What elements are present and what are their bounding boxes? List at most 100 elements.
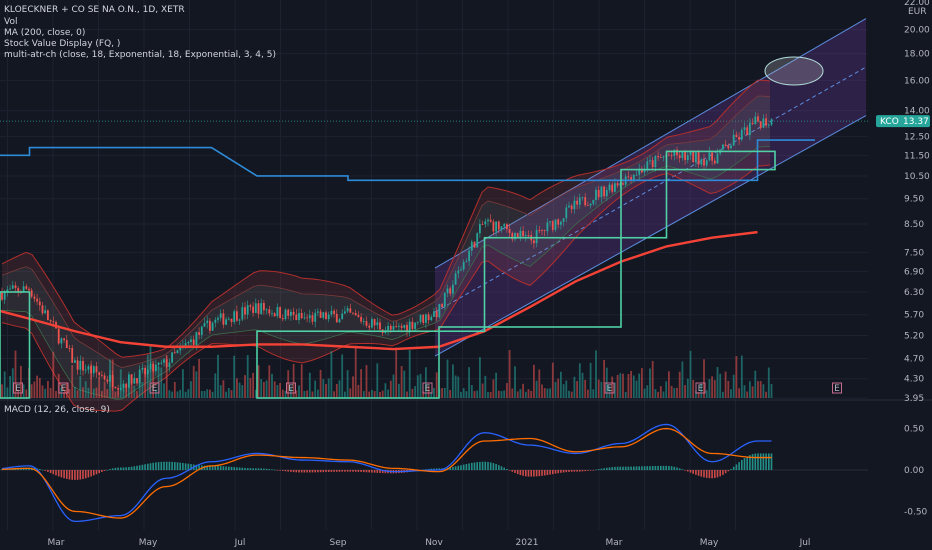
- macd-histogram-bar: [144, 464, 146, 470]
- candle-body: [225, 319, 227, 325]
- candle-body: [273, 313, 276, 317]
- macd-histogram-bar: [457, 465, 460, 470]
- macd-histogram-bar: [68, 470, 71, 480]
- volume-bar: [716, 367, 719, 398]
- atr-lower-line: [1, 164, 771, 412]
- volume-bar: [103, 381, 106, 398]
- candle-body: [389, 325, 392, 330]
- macd-histogram-bar: [525, 470, 527, 477]
- candle-body: [697, 152, 700, 165]
- candle-body: [217, 317, 219, 320]
- price-tick-label: 20.00: [904, 26, 930, 36]
- target-ellipse-drawing[interactable]: [764, 56, 824, 86]
- macd-histogram-bar: [252, 468, 254, 470]
- earnings-marker: [149, 382, 160, 394]
- candle-body: [560, 221, 562, 225]
- macd-histogram-bar: [425, 469, 427, 470]
- earnings-marker-label: E: [61, 384, 67, 394]
- macd-tick-label: -0.50: [904, 507, 928, 517]
- volume-bar: [352, 376, 354, 398]
- candle-body: [111, 374, 114, 388]
- candle-body: [187, 341, 190, 344]
- volume-bar: [371, 389, 373, 398]
- macd-histogram-bar: [724, 470, 727, 474]
- volume-bar: [314, 380, 317, 398]
- volume-bar: [92, 388, 95, 398]
- volume-bar: [49, 387, 52, 398]
- atr-channel-legend[interactable]: multi-atr-ch (close, 18, Exponential, 18…: [4, 50, 276, 60]
- stock-value-legend[interactable]: Stock Value Display (FQ, ): [4, 39, 121, 49]
- volume-bar: [395, 347, 398, 398]
- volume-bar: [519, 389, 522, 398]
- volume-bar: [511, 388, 514, 398]
- candle-body: [117, 388, 119, 390]
- vol-legend[interactable]: Vol: [4, 17, 18, 27]
- candle-body: [146, 369, 149, 375]
- price-axis[interactable]: 20.00 18.00 16.00 14.00 12.50 11.50 10.50 9.50 8…: [904, 0, 930, 404]
- candle-body: [722, 144, 724, 150]
- candle-body: [271, 313, 273, 315]
- macd-legend[interactable]: MACD (12, 26, close, 9): [4, 405, 110, 415]
- volume-bar: [732, 374, 735, 398]
- candle-body: [136, 378, 138, 384]
- symbol-legend[interactable]: KLOECKNER + CO SE NA O.N., 1D, XETR: [4, 5, 185, 15]
- macd-histogram-bar: [198, 465, 200, 470]
- candle-body: [468, 250, 470, 262]
- macd-histogram-bar: [255, 468, 257, 470]
- volume-bar: [268, 365, 271, 398]
- macd-histogram-bar: [257, 468, 260, 470]
- volume-bar: [119, 369, 122, 398]
- volume-bar: [222, 380, 225, 398]
- macd-histogram-bar: [133, 466, 136, 470]
- volume-bar: [703, 359, 705, 398]
- earnings-marker-label: E: [15, 384, 21, 394]
- price-tick-label: 4.70: [904, 355, 924, 365]
- macd-histogram-bar: [103, 470, 106, 471]
- candle-body: [730, 145, 732, 149]
- macd-axis[interactable]: 0.50 0.00 -0.50: [904, 425, 928, 518]
- volume-bar: [47, 381, 49, 398]
- candle-body: [462, 262, 465, 270]
- volume-bar: [379, 391, 381, 398]
- candle-body: [630, 177, 632, 182]
- volume-bar: [535, 380, 538, 398]
- macd-histogram-bar: [665, 465, 667, 470]
- ma-legend[interactable]: MA (200, close, 0): [4, 28, 86, 38]
- volume-bar: [427, 385, 430, 398]
- volume-bar: [209, 389, 211, 398]
- volume-bar: [765, 391, 767, 398]
- volume-bar: [281, 389, 284, 398]
- candle-body: [206, 320, 209, 324]
- volume-bar: [341, 354, 344, 398]
- macd-histogram-bar: [587, 470, 589, 471]
- volume-bar: [749, 381, 751, 398]
- time-axis[interactable]: Mar May Jul Sep Nov 2021 Mar May Jul: [48, 538, 811, 548]
- macd-histogram-bar: [171, 461, 173, 470]
- macd-histogram-bar: [503, 467, 505, 470]
- candle-body: [263, 303, 265, 311]
- candle-body: [738, 136, 740, 140]
- candle-body: [533, 240, 535, 244]
- volume-bar: [659, 386, 662, 398]
- candle-body: [246, 305, 249, 315]
- volume-bar: [668, 371, 670, 398]
- volume-bar: [522, 383, 524, 398]
- candle-body: [457, 270, 460, 274]
- volume-bar: [600, 381, 603, 398]
- volume-bar: [249, 377, 252, 398]
- volume-bar: [327, 378, 330, 398]
- macd-histogram-bar: [319, 470, 322, 473]
- volume-bar: [163, 383, 165, 398]
- volume-bar: [767, 367, 770, 398]
- macd-histogram-bar: [203, 465, 206, 470]
- candle-body: [408, 321, 411, 332]
- candle-body: [257, 303, 260, 314]
- price-tick-label: 11.50: [904, 151, 930, 161]
- macd-histogram-bar: [765, 453, 767, 470]
- macd-histogram-bar: [511, 470, 514, 472]
- macd-histogram-bar: [222, 466, 225, 470]
- volume-bar: [630, 370, 632, 398]
- macd-histogram-bar: [284, 470, 287, 472]
- macd-histogram-bar: [233, 467, 235, 470]
